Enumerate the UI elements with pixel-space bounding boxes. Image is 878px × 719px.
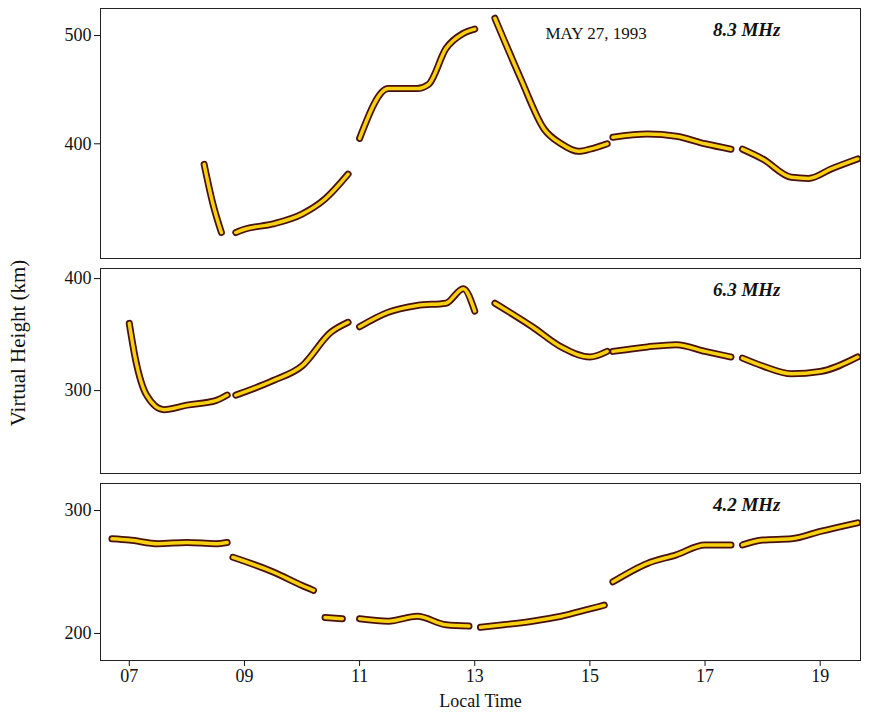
svg-text:13: 13 bbox=[466, 666, 484, 686]
svg-text:15: 15 bbox=[581, 666, 599, 686]
html-text:Virtual Height (km): Virtual Height (km) bbox=[6, 259, 30, 427]
svg-text:6.3 MHz: 6.3 MHz bbox=[713, 279, 781, 300]
svg-text:200: 200 bbox=[65, 623, 92, 643]
svg-text:300: 300 bbox=[65, 380, 92, 400]
svg-text:19: 19 bbox=[811, 666, 829, 686]
svg-text:300: 300 bbox=[65, 500, 92, 520]
svg-text:8.3 MHz: 8.3 MHz bbox=[713, 19, 781, 40]
svg-text:09: 09 bbox=[235, 666, 253, 686]
svg-text:Local Time: Local Time bbox=[439, 691, 522, 711]
svg-text:MAY 27, 1993: MAY 27, 1993 bbox=[546, 24, 647, 43]
svg-text:400: 400 bbox=[65, 134, 92, 154]
svg-text:500: 500 bbox=[65, 25, 92, 45]
svg-text:07: 07 bbox=[120, 666, 138, 686]
svg-text:11: 11 bbox=[351, 666, 368, 686]
svg-text:17: 17 bbox=[696, 666, 714, 686]
svg-text:400: 400 bbox=[65, 268, 92, 288]
svg-text:4.2 MHz: 4.2 MHz bbox=[712, 494, 781, 515]
